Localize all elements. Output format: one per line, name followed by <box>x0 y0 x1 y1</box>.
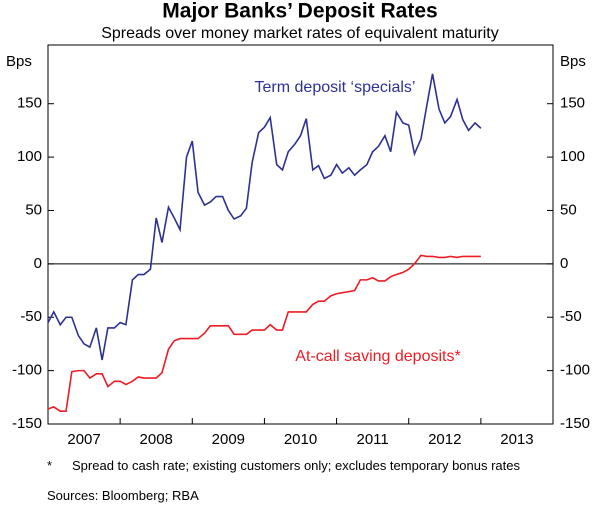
y2-tick-label: 150 <box>560 95 585 112</box>
y2-tick-label: -50 <box>560 308 582 325</box>
y-tick-label: -100 <box>12 362 42 379</box>
y-tick-label: -50 <box>20 308 42 325</box>
y-tick-label: 50 <box>25 201 42 218</box>
series-line <box>47 73 482 361</box>
y2-tick-label: -150 <box>560 415 590 432</box>
chart-subtitle: Spreads over money market rates of equiv… <box>101 25 499 42</box>
x-tick-label: 2007 <box>67 431 100 448</box>
x-tick-label: 2012 <box>428 431 461 448</box>
series-label: At-call saving deposits* <box>295 348 460 365</box>
x-tick-label: 2008 <box>140 431 173 448</box>
x-tick-label: 2011 <box>357 431 389 448</box>
footnote: Spread to cash rate; existing customers … <box>72 458 520 473</box>
y-tick-label: 0 <box>34 255 42 272</box>
series-line <box>47 254 481 412</box>
y-tick-label: -150 <box>12 415 42 432</box>
sources: Sources: Bloomberg; RBA <box>47 488 199 503</box>
x-tick-label: 2013 <box>500 431 533 448</box>
series-label: Term deposit ‘specials’ <box>255 79 416 96</box>
y-axis-label: Bps <box>6 53 32 70</box>
y2-tick-label: 0 <box>560 255 568 272</box>
y2-axis-label: Bps <box>560 53 586 70</box>
chart-title: Major Banks’ Deposit Rates <box>162 0 437 23</box>
x-tick-label: 2010 <box>284 431 317 448</box>
y-tick-label: 100 <box>17 148 42 165</box>
y2-tick-label: 50 <box>560 201 577 218</box>
footnote-marker: * <box>47 458 53 473</box>
y2-tick-label: -100 <box>560 362 590 379</box>
y2-tick-label: 100 <box>560 148 585 165</box>
x-tick-label: 2009 <box>212 431 245 448</box>
y-tick-label: 150 <box>17 95 42 112</box>
plot-frame <box>47 44 554 425</box>
